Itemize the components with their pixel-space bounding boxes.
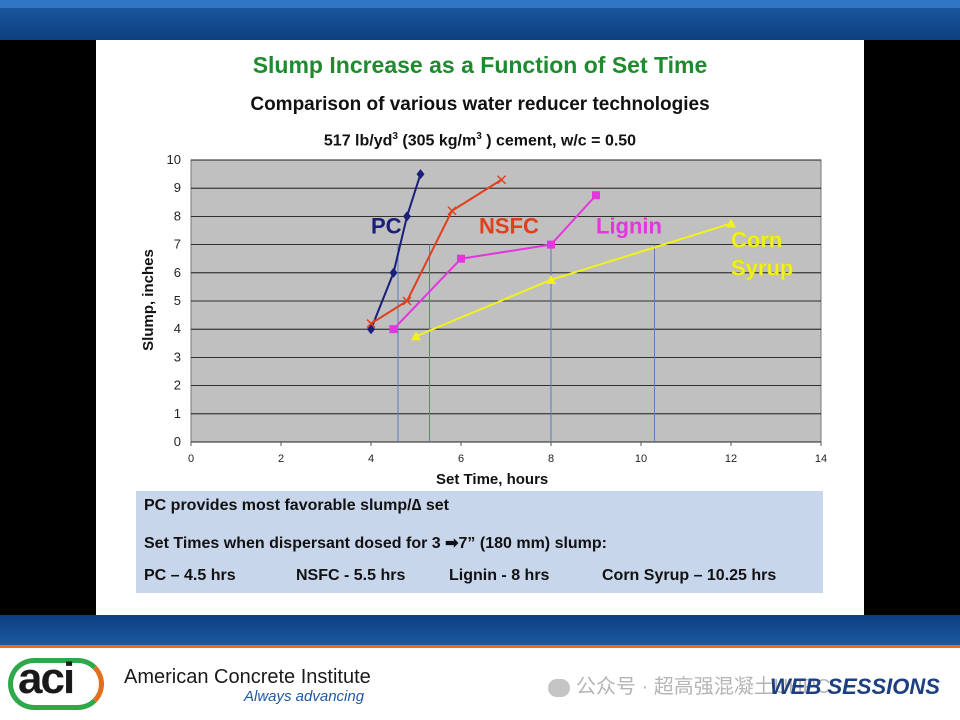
x-tick-label: 0 [188, 453, 194, 465]
data-point [726, 218, 736, 228]
watermark-text: 公众号 · 超高强混凝土UHPC [576, 676, 831, 698]
x-tick-label: 14 [815, 453, 827, 465]
data-point [547, 240, 555, 249]
series-label-word: Lignin [596, 213, 662, 238]
data-point [496, 175, 507, 185]
x-tick-label: 6 [458, 453, 464, 465]
series-line [370, 178, 503, 325]
settime-nsfc: NSFC - 5.5 hrs [296, 567, 406, 584]
data-point [416, 169, 425, 180]
subtitle2-sup2: 3 [476, 131, 482, 142]
data-point [592, 191, 600, 200]
y-tick-label: 5 [174, 293, 181, 308]
settime-lignin: Lignin - 8 hrs [449, 567, 550, 584]
subtitle2-prefix: 517 lb/yd [323, 132, 393, 150]
subtitle2-sup: 3 [392, 131, 398, 142]
chart-subtitle: Comparison of various water reducer tech… [250, 94, 710, 115]
settime-corn-syrup: Corn Syrup – 10.25 hrs [602, 567, 777, 584]
data-point [403, 211, 411, 222]
data-point [457, 254, 465, 263]
x-tick-label: 2 [278, 453, 284, 465]
web-sessions-label: WEB SESSIONS [770, 674, 940, 699]
data-point [546, 274, 556, 284]
subtitle2-suffix: ) cement, w/c = 0.50 [481, 132, 637, 150]
note-line-2: Set Times when dispersant dosed for 3 ➡7… [144, 535, 608, 552]
org-name: American Concrete Institute [124, 666, 371, 688]
series-label: Lignin [596, 213, 662, 238]
data-point [411, 331, 421, 341]
settime-pc: PC – 4.5 hrs [144, 567, 236, 584]
y-tick-label: 7 [174, 237, 181, 252]
y-tick-label: 9 [174, 180, 181, 195]
slide: Slump Increase as a Function of Set Time… [96, 40, 864, 615]
y-axis-title: Slump, inches [140, 249, 157, 351]
chart-subtitle-2: 517 lb/yd3 (305 kg/m3 ) cement, w/c = 0.… [96, 131, 864, 150]
series-label-word: Syrup [731, 255, 793, 280]
orange-divider [0, 645, 960, 648]
series-line [370, 173, 422, 330]
wechat-icon [548, 678, 570, 697]
org-tagline: Always advancing [244, 688, 365, 705]
footer: aci American Concrete Institute Always a… [0, 648, 960, 720]
series-label-word: NSFC [479, 213, 539, 238]
y-tick-label: 2 [174, 378, 181, 393]
y-tick-label: 3 [174, 349, 181, 364]
top-banner [0, 0, 960, 40]
series-line [392, 194, 597, 330]
series-label: NSFC [479, 213, 539, 238]
series-label: Corn Syrup [731, 227, 793, 280]
subtitle2-mid: (305 kg/m [397, 132, 477, 150]
x-tick-label: 8 [548, 453, 554, 465]
y-tick-label: 1 [174, 406, 181, 421]
notes-box: PC provides most favorable slump/∆ set S… [136, 491, 823, 593]
bottom-banner [0, 615, 960, 647]
y-tick-label: 0 [174, 434, 181, 449]
y-tick-label: 4 [174, 321, 181, 336]
note-line-1: PC provides most favorable slump/∆ set [144, 497, 449, 514]
data-point [367, 324, 375, 335]
aci-logo-ring-icon [8, 658, 104, 710]
series-label: PC [371, 213, 402, 238]
chart-title: Slump Increase as a Function of Set Time [252, 52, 708, 78]
y-tick-label: 8 [174, 208, 181, 223]
data-point [447, 206, 457, 216]
top-stripe [0, 0, 960, 8]
y-tick-label: 6 [174, 265, 181, 280]
series-label-word: Corn [731, 227, 782, 252]
x-tick-label: 4 [368, 453, 374, 465]
series-label-word: PC [371, 213, 402, 238]
x-tick-label: 10 [635, 453, 647, 465]
data-point [389, 325, 398, 334]
watermark: 公众号 · 超高强混凝土UHPC [548, 670, 830, 699]
y-tick-label: 10 [167, 155, 181, 167]
data-point [389, 267, 398, 278]
aci-logo: aci [18, 654, 75, 703]
data-point [366, 319, 376, 329]
x-tick-label: 12 [725, 453, 737, 465]
x-axis-title: Set Time, hours [436, 471, 549, 488]
data-point [402, 296, 412, 306]
